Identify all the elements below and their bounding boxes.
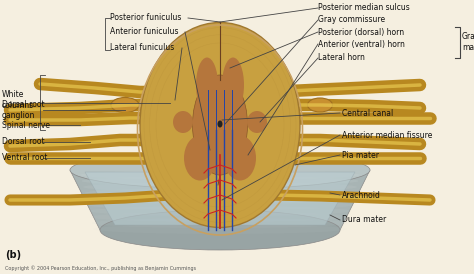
Ellipse shape (91, 212, 349, 222)
Text: Spinal nerve: Spinal nerve (2, 121, 50, 130)
Text: Anterior median fissure: Anterior median fissure (342, 130, 432, 139)
Ellipse shape (92, 218, 348, 228)
Polygon shape (70, 170, 370, 230)
Text: Anterior funiculus: Anterior funiculus (110, 27, 179, 36)
Text: (b): (b) (5, 250, 21, 260)
Text: Dura mater: Dura mater (342, 215, 386, 224)
Ellipse shape (70, 151, 370, 189)
Text: Posterior (dorsal) horn: Posterior (dorsal) horn (318, 27, 404, 36)
Ellipse shape (84, 188, 356, 198)
Text: Posterior median sulcus: Posterior median sulcus (318, 4, 410, 13)
Ellipse shape (80, 170, 360, 180)
Polygon shape (85, 172, 355, 225)
Ellipse shape (224, 136, 256, 181)
Ellipse shape (88, 200, 353, 210)
Ellipse shape (89, 206, 351, 216)
Ellipse shape (184, 136, 216, 181)
Text: Central canal: Central canal (342, 109, 393, 118)
Text: Dorsal root
ganglion: Dorsal root ganglion (2, 100, 45, 120)
Text: Copyright © 2004 Pearson Education, Inc., publishing as Benjamin Cummings: Copyright © 2004 Pearson Education, Inc.… (5, 265, 196, 271)
Ellipse shape (140, 22, 300, 227)
Ellipse shape (247, 111, 267, 133)
Text: Ventral root: Ventral root (2, 153, 47, 162)
Text: Lateral funiculus: Lateral funiculus (110, 44, 174, 53)
Text: Dorsal root: Dorsal root (2, 138, 45, 147)
Ellipse shape (83, 182, 357, 192)
Ellipse shape (86, 194, 354, 204)
Text: Arachnoid: Arachnoid (342, 190, 381, 199)
Ellipse shape (111, 98, 139, 113)
Text: Gray commissure: Gray commissure (318, 16, 385, 24)
FancyBboxPatch shape (203, 113, 237, 135)
Text: Gray
matter: Gray matter (462, 32, 474, 52)
Text: Pia mater: Pia mater (342, 150, 379, 159)
Ellipse shape (196, 58, 218, 113)
Text: Lateral horn: Lateral horn (318, 53, 365, 62)
Text: Posterior funiculus: Posterior funiculus (110, 13, 182, 22)
Text: White
columns: White columns (2, 90, 34, 110)
Ellipse shape (308, 98, 332, 112)
Ellipse shape (192, 75, 247, 175)
Ellipse shape (100, 210, 340, 250)
Text: Anterior (ventral) horn: Anterior (ventral) horn (318, 39, 405, 48)
Ellipse shape (218, 121, 222, 127)
Ellipse shape (173, 111, 193, 133)
Ellipse shape (222, 58, 244, 113)
Ellipse shape (82, 176, 358, 186)
Ellipse shape (93, 224, 346, 234)
